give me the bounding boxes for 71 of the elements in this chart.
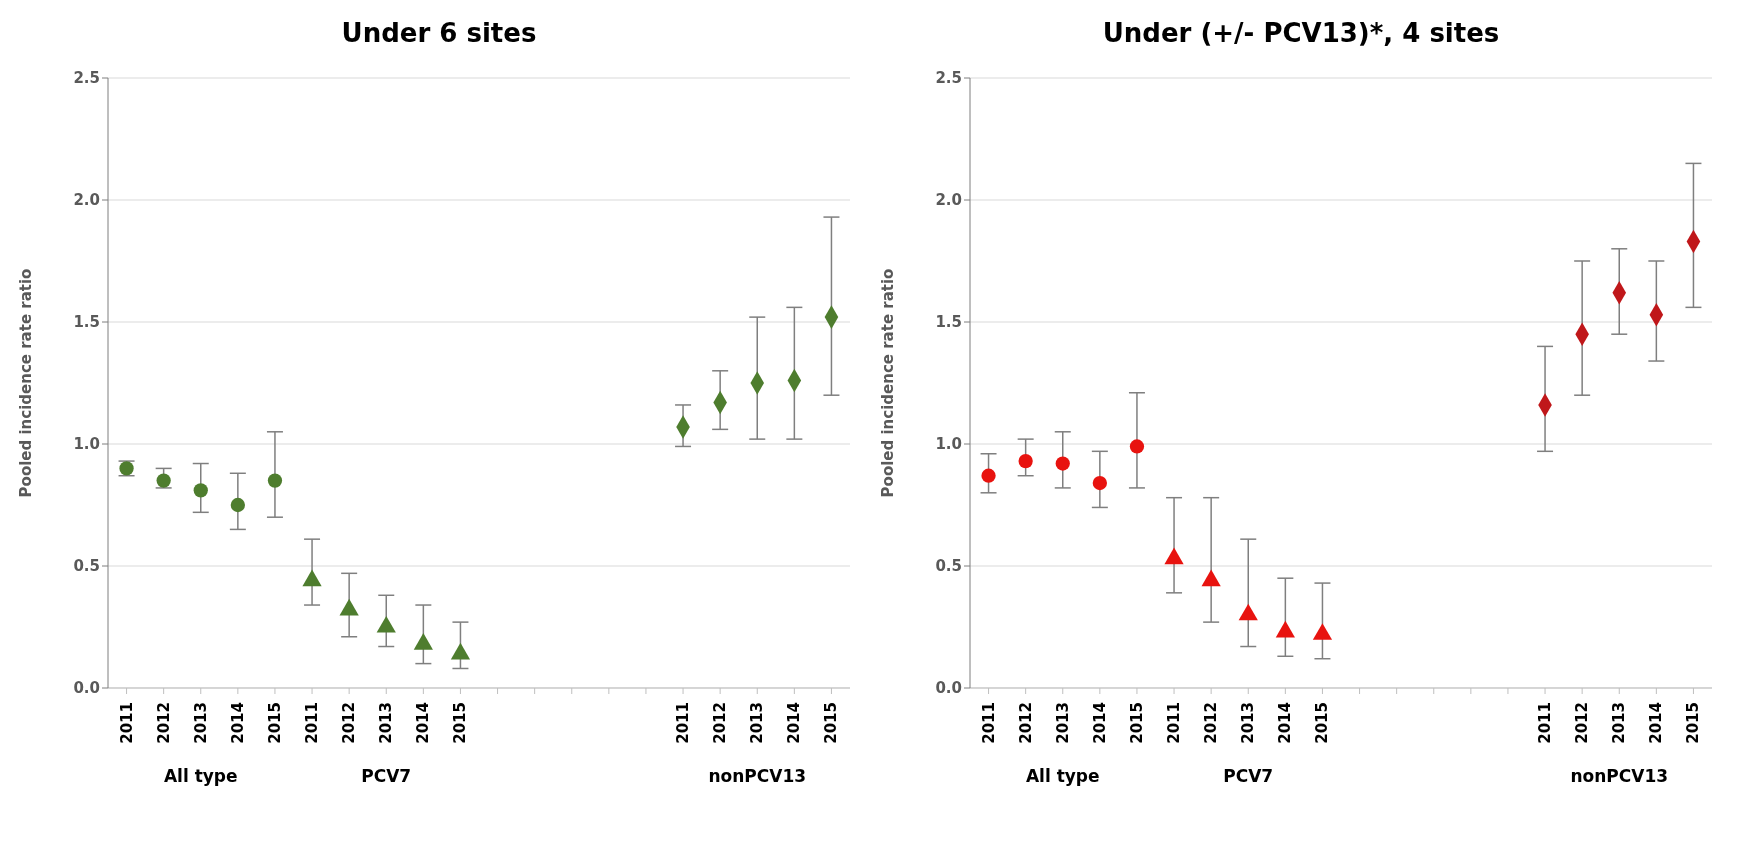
x-tick-label: 2014 [228, 702, 247, 744]
point [267, 473, 283, 488]
x-tick-label: 2013 [748, 702, 767, 744]
y-tick-label: 0.5 [935, 557, 962, 576]
x-tick-label: 2012 [1016, 702, 1035, 744]
x-tick-label: 2014 [1090, 702, 1109, 744]
x-tick-label: 2014 [785, 702, 804, 744]
text: All type [1024, 766, 1101, 786]
point [450, 642, 471, 660]
point [1055, 456, 1070, 471]
point [376, 615, 396, 633]
y-tick-label: 1.0 [73, 435, 100, 454]
point [1092, 475, 1107, 491]
x-tick-label: 2012 [154, 702, 173, 744]
x-tick-label: 2011 [303, 702, 322, 744]
x-tick-label: 2011 [979, 702, 998, 744]
point [413, 632, 433, 650]
text: All type [162, 766, 239, 786]
x-tick-label: 2015 [1127, 702, 1146, 744]
x-tick-label: 2014 [1276, 702, 1295, 744]
x-tick-label: 2011 [674, 702, 693, 744]
x-tick-label: 2012 [340, 702, 359, 744]
text: PCV7 [1222, 766, 1275, 786]
x-tick-label: 2015 [451, 702, 470, 744]
x-tick-label: 2014 [1647, 702, 1666, 744]
point [156, 473, 171, 488]
point [1201, 569, 1221, 587]
point [1312, 623, 1333, 640]
y-tick-label: 2.5 [73, 69, 100, 88]
point [339, 598, 359, 616]
y-tick-label: 2.0 [935, 191, 962, 210]
x-tick-label: 2013 [191, 702, 210, 744]
point [302, 569, 322, 587]
point [1238, 603, 1258, 621]
x-tick-label: 2013 [377, 702, 396, 744]
point [981, 468, 996, 483]
text: nonPCV13 [1569, 766, 1670, 786]
point [1129, 439, 1145, 454]
point [1275, 620, 1295, 638]
y-tick-label: 0.0 [73, 679, 100, 698]
point [1018, 453, 1033, 469]
x-tick-label: 2011 [1165, 702, 1184, 744]
y-tick-label: 1.5 [73, 313, 100, 332]
x-tick-label: 2012 [1202, 702, 1221, 744]
y-tick-label: 1.5 [935, 313, 962, 332]
point [230, 497, 245, 513]
y-axis-title: Pooled incidence rate ratio [879, 268, 898, 498]
x-tick-label: 2012 [711, 702, 730, 744]
y-tick-label: 0.5 [73, 557, 100, 576]
chart-title: Under 6 sites [340, 17, 538, 50]
y-tick-label: 0.0 [935, 679, 962, 698]
x-tick-label: 2012 [1573, 702, 1592, 744]
x-tick-label: 2015 [1313, 702, 1332, 744]
x-tick-label: 2011 [1536, 702, 1555, 744]
y-axis-title: Pooled incidence rate ratio [17, 268, 36, 498]
x-tick-label: 2013 [1610, 702, 1629, 744]
x-tick-label: 2013 [1053, 702, 1072, 744]
x-tick-label: 2014 [414, 702, 433, 744]
x-tick-label: 2013 [1239, 702, 1258, 744]
text: nonPCV13 [707, 766, 808, 786]
x-tick-label: 2015 [265, 702, 284, 744]
text: PCV7 [360, 766, 413, 786]
x-tick-label: 2011 [117, 702, 136, 744]
x-tick-label: 2015 [1684, 702, 1703, 744]
y-tick-label: 2.0 [73, 191, 100, 210]
point [1164, 547, 1184, 565]
x-tick-label: 2015 [822, 702, 841, 744]
chart-title: Under (+/- PCV13)*, 4 sites [1101, 17, 1501, 50]
y-tick-label: 2.5 [935, 69, 962, 88]
y-tick-label: 1.0 [935, 435, 962, 454]
point [193, 483, 208, 498]
